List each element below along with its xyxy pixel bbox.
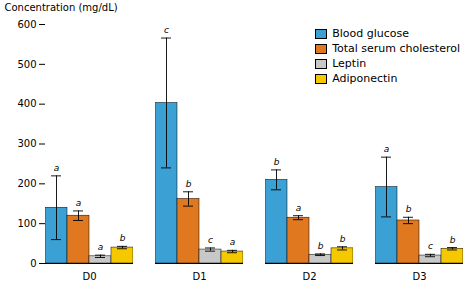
html-text:Total serum cholesterol: Total serum cholesterol xyxy=(332,42,460,55)
svg-text:c: c xyxy=(164,25,169,35)
svg-text:500: 500 xyxy=(17,59,36,70)
svg-text:a: a xyxy=(384,144,390,154)
svg-text:c: c xyxy=(428,241,433,251)
svg-text:200: 200 xyxy=(17,178,36,189)
svg-text:c: c xyxy=(208,235,213,245)
svg-text:a: a xyxy=(76,198,82,208)
svg-text:b: b xyxy=(340,234,346,244)
svg-text:b: b xyxy=(318,241,324,251)
svg-text:0: 0 xyxy=(30,258,36,269)
svg-text:D1: D1 xyxy=(192,271,206,282)
svg-text:b: b xyxy=(120,233,126,243)
html-text:Leptin: Leptin xyxy=(332,57,367,70)
svg-text:a: a xyxy=(230,237,236,247)
svg-text:a: a xyxy=(98,242,104,252)
svg-text:D0: D0 xyxy=(82,271,96,282)
html-text:Blood glucose: Blood glucose xyxy=(332,27,409,40)
svg-text:b: b xyxy=(274,157,280,167)
svg-text:Concentration (mg/dL): Concentration (mg/dL) xyxy=(5,2,118,13)
svg-text:b: b xyxy=(406,204,412,214)
svg-text:300: 300 xyxy=(17,138,36,149)
svg-text:a: a xyxy=(296,203,302,213)
svg-text:D3: D3 xyxy=(412,271,426,282)
svg-text:b: b xyxy=(450,235,456,245)
svg-text:a: a xyxy=(54,163,60,173)
svg-text:100: 100 xyxy=(17,218,36,229)
svg-text:600: 600 xyxy=(17,19,36,30)
svg-text:400: 400 xyxy=(17,98,36,109)
html-text:Adiponectin: Adiponectin xyxy=(332,72,398,85)
svg-text:D2: D2 xyxy=(302,271,316,282)
svg-text:b: b xyxy=(186,179,192,189)
